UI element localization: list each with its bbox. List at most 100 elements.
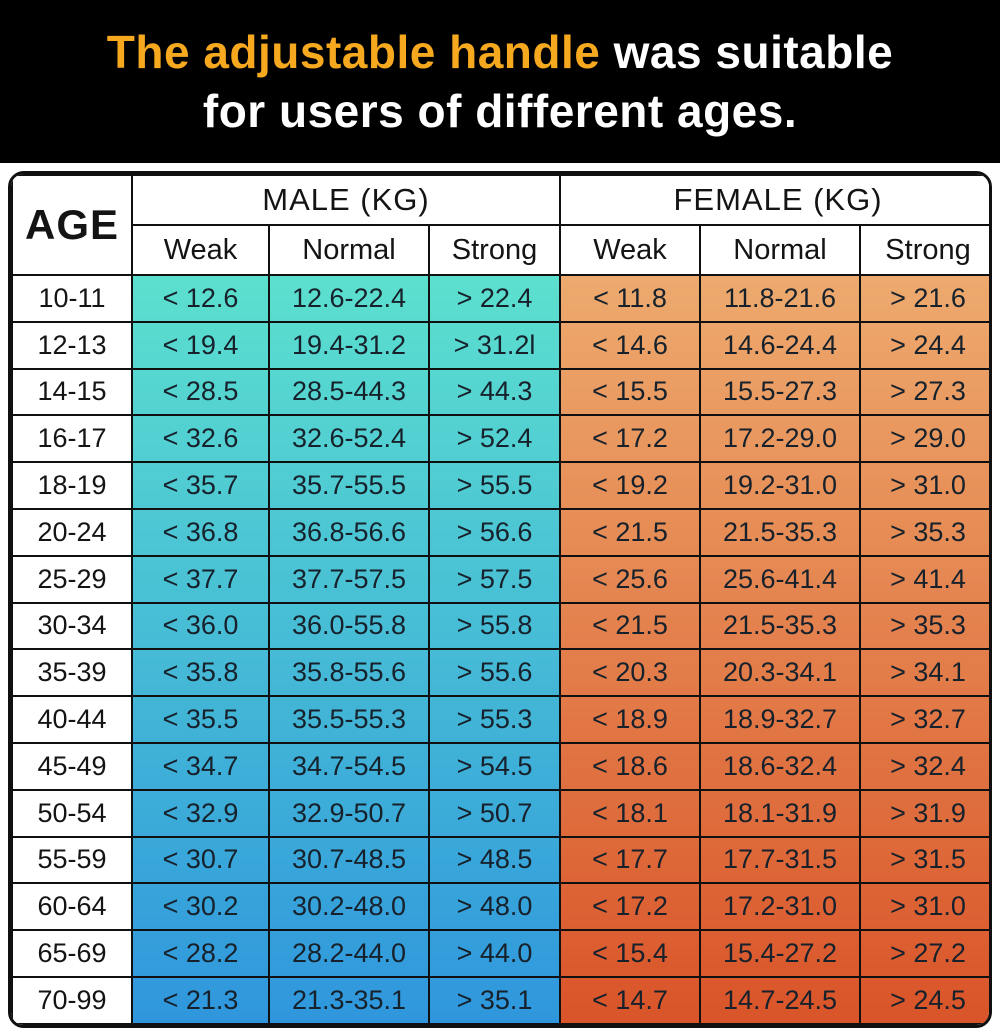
- female-strong-cell: > 21.6: [859, 274, 989, 323]
- male-strong-cell: > 57.5: [427, 554, 562, 604]
- age-cell: 40-44: [11, 695, 133, 744]
- female-weak-cell: < 14.7: [559, 975, 702, 1025]
- male-normal-cell: 30.2-48.0: [268, 882, 430, 932]
- age-column-header: AGE: [11, 174, 133, 276]
- male-normal-cell: 36.8-56.6: [268, 507, 430, 557]
- male-normal-cell: 12.6-22.4: [268, 274, 430, 323]
- female-weak-cell: < 17.2: [559, 882, 702, 932]
- age-cell: 45-49: [11, 741, 133, 791]
- male-normal-header: Normal: [268, 224, 430, 276]
- female-normal-cell: 17.2-29.0: [699, 414, 862, 464]
- female-strong-cell: > 27.2: [859, 929, 989, 978]
- male-weak-cell: < 34.7: [131, 741, 270, 791]
- female-weak-cell: < 25.6: [559, 554, 702, 604]
- male-strong-cell: > 52.4: [427, 414, 562, 464]
- male-normal-cell: 35.8-55.6: [268, 648, 430, 698]
- male-weak-cell: < 32.9: [131, 788, 270, 838]
- male-weak-cell: < 36.0: [131, 601, 270, 651]
- male-weak-cell: < 32.6: [131, 414, 270, 464]
- age-cell: 14-15: [11, 367, 133, 417]
- female-normal-header: Normal: [699, 224, 862, 276]
- female-weak-cell: < 11.8: [559, 274, 702, 323]
- male-weak-cell: < 28.5: [131, 367, 270, 417]
- page-title-line1: The adjustable handle was suitable: [107, 23, 893, 82]
- male-normal-cell: 30.7-48.5: [268, 835, 430, 885]
- male-weak-cell: < 36.8: [131, 507, 270, 557]
- female-weak-cell: < 18.6: [559, 741, 702, 791]
- age-cell: 10-11: [11, 274, 133, 323]
- female-weak-cell: < 18.1: [559, 788, 702, 838]
- male-group-header: MALE (KG): [130, 174, 562, 226]
- strength-table-wrap: AGE MALE (KG) FEMALE (KG) Weak Normal St…: [8, 171, 992, 1028]
- female-normal-cell: 15.5-27.3: [699, 367, 862, 417]
- male-strong-cell: > 44.0: [427, 929, 562, 978]
- male-weak-cell: < 35.8: [131, 648, 270, 698]
- female-normal-cell: 17.7-31.5: [699, 835, 862, 885]
- male-strong-cell: > 55.6: [427, 648, 562, 698]
- male-normal-cell: 32.6-52.4: [268, 414, 430, 464]
- male-weak-cell: < 35.5: [131, 695, 270, 744]
- female-strong-cell: > 35.3: [859, 601, 989, 651]
- table-row: 30-34 < 36.0 36.0-55.8 > 55.8 < 21.5 21.5-35.…: [11, 601, 989, 651]
- table-row: 50-54 < 32.9 32.9-50.7 > 50.7 < 18.1 18.1-31.…: [11, 788, 989, 838]
- table-row: 25-29 < 37.7 37.7-57.5 > 57.5 < 25.6 25.6-41.…: [11, 554, 989, 604]
- age-cell: 60-64: [11, 882, 133, 932]
- female-strong-cell: > 34.1: [859, 648, 989, 698]
- table-row: 14-15 < 28.5 28.5-44.3 > 44.3 < 15.5 15.5-27.…: [11, 367, 989, 417]
- female-normal-cell: 14.7-24.5: [699, 975, 862, 1025]
- male-weak-cell: < 28.2: [131, 929, 270, 978]
- male-weak-cell: < 37.7: [131, 554, 270, 604]
- table-row: 70-99 < 21.3 21.3-35.1 > 35.1 < 14.7 14.7-24.…: [11, 975, 989, 1025]
- female-normal-cell: 20.3-34.1: [699, 648, 862, 698]
- table-row: 16-17 < 32.6 32.6-52.4 > 52.4 < 17.2 17.2-29.…: [11, 414, 989, 464]
- female-weak-cell: < 21.5: [559, 601, 702, 651]
- female-strong-cell: > 24.5: [859, 975, 989, 1025]
- female-weak-cell: < 21.5: [559, 507, 702, 557]
- table-row: 18-19 < 35.7 35.7-55.5 > 55.5 < 19.2 19.2-31.…: [11, 461, 989, 510]
- female-strong-cell: > 32.4: [859, 741, 989, 791]
- female-strong-cell: > 32.7: [859, 695, 989, 744]
- strength-table: AGE MALE (KG) FEMALE (KG) Weak Normal St…: [11, 174, 989, 1025]
- male-weak-cell: < 35.7: [131, 461, 270, 510]
- male-strong-header: Strong: [427, 224, 562, 276]
- title-highlight: The adjustable handle: [106, 25, 601, 78]
- male-strong-cell: > 22.4: [427, 274, 562, 323]
- female-weak-header: Weak: [559, 224, 702, 276]
- female-normal-cell: 21.5-35.3: [699, 507, 862, 557]
- female-normal-cell: 25.6-41.4: [699, 554, 862, 604]
- female-normal-cell: 21.5-35.3: [699, 601, 862, 651]
- female-normal-cell: 18.1-31.9: [699, 788, 862, 838]
- female-normal-cell: 17.2-31.0: [699, 882, 862, 932]
- female-normal-cell: 18.9-32.7: [699, 695, 862, 744]
- age-cell: 25-29: [11, 554, 133, 604]
- male-strong-cell: > 50.7: [427, 788, 562, 838]
- female-weak-cell: < 19.2: [559, 461, 702, 510]
- age-cell: 12-13: [11, 320, 133, 370]
- male-weak-header: Weak: [131, 224, 270, 276]
- male-strong-cell: > 48.5: [427, 835, 562, 885]
- male-weak-cell: < 21.3: [131, 975, 270, 1025]
- age-cell: 20-24: [11, 507, 133, 557]
- male-normal-cell: 32.9-50.7: [268, 788, 430, 838]
- female-weak-cell: < 15.5: [559, 367, 702, 417]
- table-row: 10-11 < 12.6 12.6-22.4 > 22.4 < 11.8 11.8-21.…: [11, 274, 989, 323]
- title-banner: The adjustable handle was suitable for u…: [0, 0, 1000, 163]
- female-weak-cell: < 14.6: [559, 320, 702, 370]
- male-weak-cell: < 12.6: [131, 274, 270, 323]
- male-normal-cell: 35.5-55.3: [268, 695, 430, 744]
- male-normal-cell: 34.7-54.5: [268, 741, 430, 791]
- female-strong-cell: > 31.9: [859, 788, 989, 838]
- table-row: 60-64 < 30.2 30.2-48.0 > 48.0 < 17.2 17.2-31.…: [11, 882, 989, 932]
- table-row: 65-69 < 28.2 28.2-44.0 > 44.0 < 15.4 15.4-27.…: [11, 929, 989, 978]
- age-cell: 50-54: [11, 788, 133, 838]
- female-strong-cell: > 24.4: [859, 320, 989, 370]
- age-cell: 35-39: [11, 648, 133, 698]
- male-normal-cell: 36.0-55.8: [268, 601, 430, 651]
- table-row: 12-13 < 19.4 19.4-31.2 > 31.2l < 14.6 14.6-24…: [11, 320, 989, 370]
- female-strong-cell: > 31.0: [859, 461, 989, 510]
- female-normal-cell: 18.6-32.4: [699, 741, 862, 791]
- male-strong-cell: > 55.3: [427, 695, 562, 744]
- female-weak-cell: < 18.9: [559, 695, 702, 744]
- female-strong-cell: > 31.0: [859, 882, 989, 932]
- female-strong-header: Strong: [859, 224, 989, 276]
